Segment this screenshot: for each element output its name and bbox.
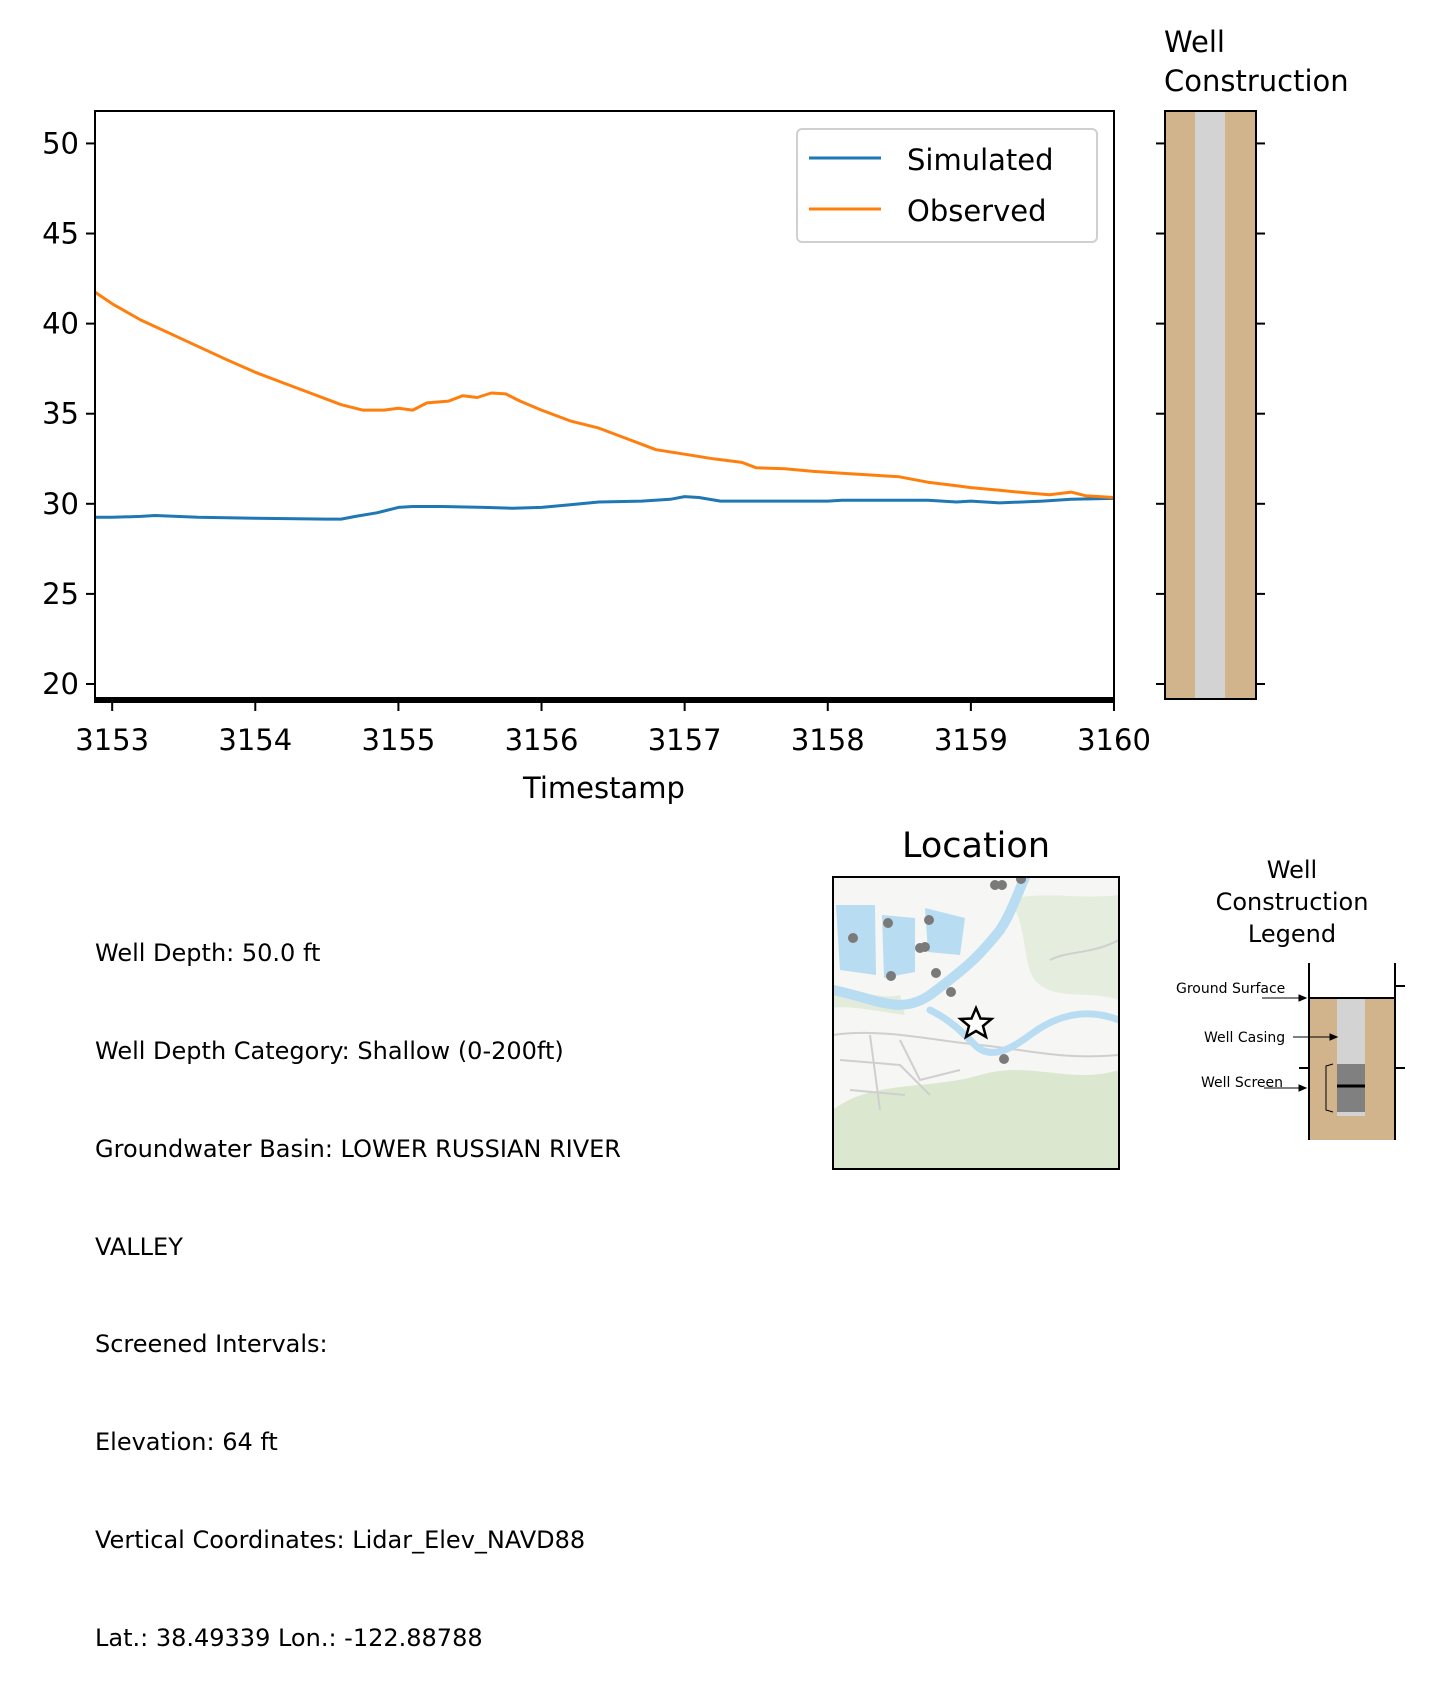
- legend-label-well-screen: Well Screen: [1201, 1075, 1283, 1091]
- map-pond: [925, 908, 965, 955]
- x-tick-label: 3156: [505, 723, 579, 757]
- map-vegetation-area: [1010, 895, 1119, 1000]
- info-basin-line2: VALLEY: [95, 1232, 183, 1261]
- legend-casing: [1337, 998, 1365, 1064]
- legend-frame-lines: [1299, 963, 1405, 1140]
- map-frame: [832, 876, 1120, 1170]
- x-tick-label: 3160: [1077, 723, 1151, 757]
- plot-frame: [94, 110, 1115, 703]
- legend-panel-title-line2: Construction: [1216, 888, 1369, 916]
- legend-screen-bottom: [1337, 1112, 1365, 1116]
- x-tick-label: 3154: [218, 723, 292, 757]
- info-depth-category: Well Depth Category: Shallow (0-200ft): [95, 1036, 564, 1065]
- legend-label-observed: Observed: [907, 194, 1047, 228]
- x-tick-label: 3159: [934, 723, 1008, 757]
- well-construction-panel: Well Construction: [1156, 25, 1349, 700]
- x-tick-label: 3155: [362, 723, 436, 757]
- x-tick-label: 3158: [791, 723, 865, 757]
- well-panel-title-line1: Well: [1164, 25, 1225, 59]
- observed-series-line: [94, 290, 1115, 499]
- main-chart: 3153 3154 3155 3156 3157 3158 3159 3160 20 25 30 3…: [42, 110, 1151, 805]
- legend-label-well-casing: Well Casing: [1204, 1030, 1285, 1046]
- info-vertical-coordinates: Vertical Coordinates: Lidar_Elev_NAVD88: [95, 1525, 586, 1554]
- figure: 3153 3154 3155 3156 3157 3158 3159 3160 20 25 30 3…: [42, 25, 1405, 1170]
- x-ticks: 3153 3154 3155 3156 3157 3158 3159 3160: [75, 702, 1151, 757]
- simulated-series-line: [95, 495, 1115, 521]
- map-pond: [882, 915, 915, 978]
- x-tick-label: 3153: [75, 723, 149, 757]
- map-creek: [926, 1006, 1119, 1056]
- info-basin-line1: Groundwater Basin: LOWER RUSSIAN RIVER: [95, 1134, 621, 1163]
- y-tick-label: 30: [42, 487, 79, 521]
- y-tick-label: 25: [42, 577, 79, 611]
- x-axis-label: Timestamp: [522, 771, 685, 805]
- well-panel-title-line2: Construction: [1164, 64, 1349, 98]
- y-tick-label: 35: [42, 397, 79, 431]
- y-tick-label: 50: [42, 126, 79, 160]
- well-info-block: Well Depth: 50.0 ft Well Depth Category:…: [95, 872, 621, 1687]
- legend-panel-title-line3: Legend: [1248, 920, 1336, 948]
- y-ticks: 20 25 30 35 40 45 50: [42, 126, 95, 701]
- legend-label-simulated: Simulated: [907, 143, 1054, 177]
- well-construction-legend: Well Construction Legend Ground Surface …: [1176, 856, 1405, 1140]
- info-lat-lon: Lat.: 38.49339 Lon.: -122.88788: [95, 1623, 483, 1652]
- map-river: [833, 877, 1030, 1010]
- info-screened-intervals: Screened Intervals:: [95, 1330, 328, 1359]
- y-tick-label: 40: [42, 307, 79, 341]
- location-title: Location: [902, 826, 1050, 866]
- x-tick-label: 3157: [648, 723, 722, 757]
- chart-legend: Simulated Observed: [796, 128, 1098, 243]
- well-panel-ticks: [1156, 142, 1265, 685]
- well-panel-frame: [1164, 110, 1257, 700]
- y-tick-label: 45: [42, 217, 79, 251]
- legend-label-ground-surface: Ground Surface: [1176, 981, 1285, 997]
- legend-screen: [1337, 1064, 1365, 1112]
- info-well-depth: Well Depth: 50.0 ft: [95, 939, 321, 968]
- info-elevation: Elevation: 64 ft: [95, 1428, 278, 1457]
- well-casing: [1195, 111, 1225, 699]
- map-well-markers: [848, 877, 1026, 1064]
- map-star-icon: [957, 1004, 995, 1040]
- legend-panel-title-line1: Well: [1267, 856, 1317, 884]
- legend-pointers: [1262, 994, 1339, 1113]
- location-map: Location: [832, 826, 1120, 1170]
- y-tick-label: 20: [42, 667, 79, 701]
